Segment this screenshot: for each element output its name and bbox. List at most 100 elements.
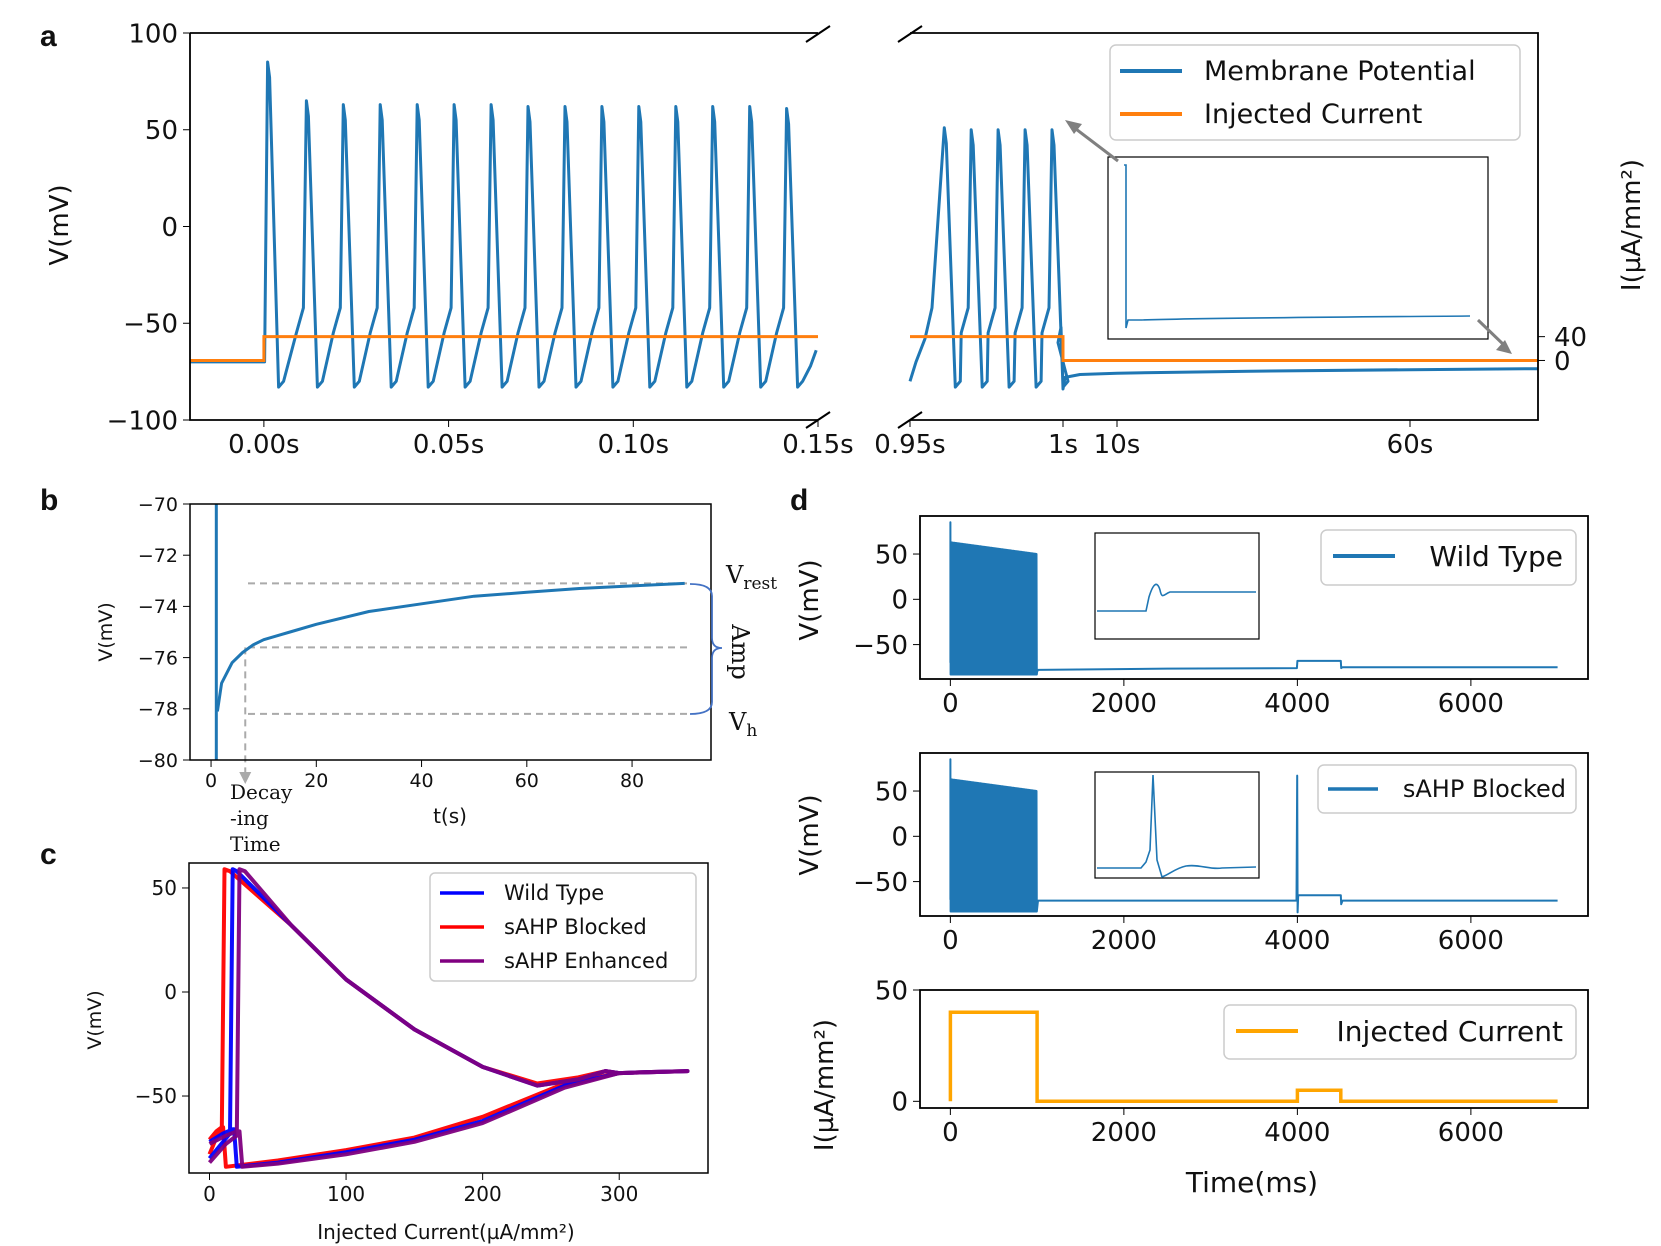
panel-d-top-legend: Wild Type [1320, 529, 1577, 586]
panel-a-ytick-label: −50 [123, 310, 178, 340]
panel-d-top-data [949, 521, 1558, 676]
panel-a-ytick-label: 0 [161, 213, 178, 243]
panel-b-ytick-label: −70 [138, 494, 178, 516]
panel-b-xtick-label: 40 [409, 770, 433, 792]
panel-b-data [214, 504, 685, 760]
legend-label: sAHP Enhanced [504, 949, 668, 973]
panel-c-ticks: 50 0 −50 0 100 200 300 [135, 876, 639, 1206]
legend-label: sAHP Blocked [1403, 775, 1566, 803]
panel-c-ytick-label: 0 [164, 980, 177, 1004]
panel-d: d V(mV) 50 0 −50 0 2000 4000 6000 Wild Type V(… [790, 484, 1589, 1199]
panel-a-ytick-label: −100 [107, 406, 178, 436]
panel-b-ticks: −70 −72 −74 −76 −78 −80 0 20 40 60 80 [138, 494, 644, 792]
panel-a-right-axes [910, 32, 1539, 421]
panel-a-right-data [908, 126, 1539, 391]
legend-label: Injected Current [1337, 1015, 1563, 1048]
panel-a-xtick-label: 1s [1048, 430, 1078, 460]
panel-b-xlabel: t(s) [433, 804, 467, 828]
legend-frame [429, 872, 697, 982]
panel-d-top-xtick-label: 6000 [1438, 689, 1504, 719]
legend-frame [1109, 44, 1521, 141]
panel-d-bottom-ytick-label: 0 [891, 1088, 908, 1118]
amp-label: Amp [726, 623, 754, 679]
membrane-potential-line [190, 60, 818, 389]
panel-b-xtick-label: 60 [515, 770, 539, 792]
panel-c-ylabel: V(mV) [84, 990, 106, 1049]
panel-d-mid-data [949, 758, 1558, 914]
panel-d-bottom-ytick-label: 50 [875, 976, 908, 1006]
panel-c-xtick-label: 0 [203, 1182, 216, 1206]
panel-d-top-ytick-label: 50 [875, 540, 908, 570]
panel-d-mid-xtick-label: 4000 [1264, 926, 1330, 956]
decay-label-line3: Time [230, 832, 281, 856]
zoom-arrow-line [1476, 318, 1507, 348]
panel-d-top-inset [1094, 532, 1260, 640]
panel-c-axes [188, 862, 709, 1174]
panel-b-ytick-label: −80 [138, 750, 178, 772]
sahp-blocked-trace [949, 758, 1558, 914]
panel-d-top-xtick-label: 0 [942, 689, 959, 719]
panel-a-left-axes [189, 33, 818, 421]
inset-trace [1124, 164, 1471, 329]
panel-a-letter: a [40, 20, 57, 53]
injected-current-trace [948, 1010, 1558, 1104]
panel-b-xtick-label: 80 [620, 770, 644, 792]
axis-break-mark [897, 411, 923, 429]
v-h-label: Vh [728, 708, 757, 741]
decay-arrow-head [239, 772, 252, 784]
panel-b: b V(mV) t(s) −70 −72 −74 −76 −78 −80 0 20 40 60 80… [40, 484, 777, 856]
inset-trace [1097, 774, 1257, 879]
panel-c-xtick-label: 300 [600, 1182, 638, 1206]
panel-a-ytick-label: 100 [128, 19, 178, 49]
panel-b-ytick-label: −72 [138, 545, 178, 567]
injected-current-line [910, 335, 1538, 362]
panel-c: c V(mV) Injected Current(µA/mm²) 50 0 −50 0… [40, 838, 709, 1244]
panel-b-axes [189, 503, 712, 761]
panel-d-mid-ytick-label: 50 [875, 777, 908, 807]
panel-d-mid-xtick-label: 6000 [1438, 926, 1504, 956]
panel-d-mid-ticks: 50 0 −50 0 2000 4000 6000 [853, 777, 1504, 955]
decay-label-line1: Decay [230, 780, 293, 804]
panel-a-ytick-right-label: 0 [1554, 347, 1571, 377]
inset-frame [1107, 156, 1489, 340]
panel-d-top-xtick-label: 4000 [1264, 689, 1330, 719]
panel-d-bottom-xlabel: Time(ms) [1185, 1166, 1318, 1199]
inset-trace [1097, 583, 1256, 612]
panel-a-xtick-label: 10s [1094, 430, 1141, 460]
panel-a-xtick-label: 60s [1387, 430, 1434, 460]
panel-a-ylabel-right: I(µA/mm²) [1617, 159, 1647, 291]
panel-a-xtick-label: 0.00s [228, 430, 299, 460]
axis-break-mark [897, 25, 923, 43]
panel-a-xtick-label: 0.05s [413, 430, 484, 460]
panel-d-mid-ytick-label: −50 [853, 868, 908, 898]
panel-a-xtick-label: 0.95s [874, 430, 945, 460]
panel-d-top-xtick-label: 2000 [1091, 689, 1157, 719]
legend-label: Injected Current [1204, 99, 1422, 130]
panel-d-bottom-axes [919, 989, 1589, 1109]
legend-label: Membrane Potential [1204, 56, 1476, 87]
panel-c-xtick-label: 200 [464, 1182, 502, 1206]
panel-d-top-ytick-label: −50 [853, 631, 908, 661]
panel-d-bottom-ticks: 50 0 0 2000 4000 6000 [875, 976, 1504, 1147]
wild-type-trace [949, 521, 1558, 676]
panel-d-top-ytick-label: 0 [891, 586, 908, 616]
panel-c-ytick-label: −50 [135, 1084, 177, 1108]
panel-b-xtick-label: 20 [304, 770, 328, 792]
panel-c-legend: Wild Type sAHP Blocked sAHP Enhanced [429, 872, 697, 982]
legend-label: Wild Type [1429, 540, 1563, 573]
panel-a-xtick-label: 0.15s [782, 430, 853, 460]
panel-b-ytick-label: −74 [138, 596, 178, 618]
v-rest-label: Vrest [725, 561, 777, 594]
panel-d-mid-ylabel: V(mV) [795, 794, 825, 875]
panel-b-ytick-label: −78 [138, 699, 178, 721]
panel-d-bottom-data [948, 1010, 1558, 1104]
panel-a-ytick-label: 50 [145, 116, 178, 146]
panel-c-xtick-label: 100 [327, 1182, 365, 1206]
panel-a-ylabel: V(mV) [45, 184, 75, 265]
legend-frame [1317, 764, 1577, 814]
panel-d-top-ylabel: V(mV) [795, 559, 825, 640]
panel-c-letter: c [40, 838, 57, 871]
